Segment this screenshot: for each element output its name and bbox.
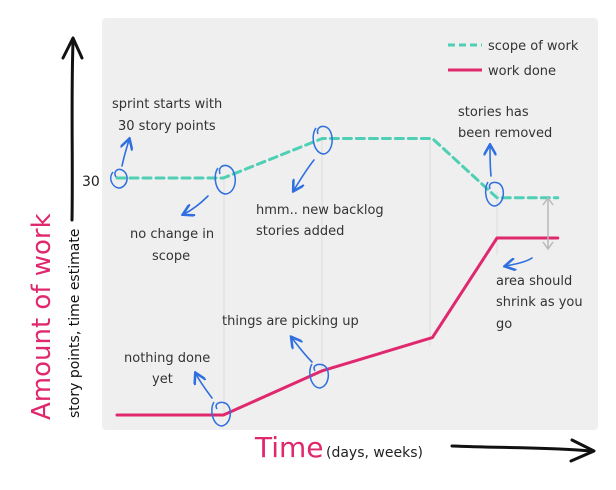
- annotation-new-backlog: hmm.. new backlog stories added: [256, 203, 388, 239]
- series-line-scope-of-work: [115, 137, 560, 200]
- annotation-line: things are picking up: [222, 314, 359, 329]
- annotation-no-change: no change in scope: [130, 227, 218, 264]
- annotation-line: scope: [152, 249, 190, 264]
- highlight-circle: [309, 363, 329, 389]
- annotation-arrow: [490, 146, 491, 177]
- annotation-area-shrink: area should shrink as you go: [496, 274, 587, 332]
- annotation-line: been removed: [458, 126, 552, 141]
- y-axis-label: Amount of work: [27, 213, 57, 420]
- highlight-circle: [211, 401, 231, 427]
- x-axis-label: Time: [254, 431, 324, 464]
- legend-label-done: work done: [488, 64, 556, 79]
- highlight-circle: [110, 168, 128, 189]
- annotation-line: 30 story points: [118, 119, 216, 134]
- highlight-circle: [312, 125, 333, 155]
- annotation-arrow: [196, 374, 213, 399]
- series-line-work-done: [115, 236, 560, 417]
- annotation-arrow: [292, 338, 313, 363]
- chart-marks: [115, 137, 560, 417]
- annotation-line: nothing done: [124, 351, 210, 366]
- annotation-line: sprint starts with: [112, 97, 222, 112]
- y-tick-label: 30: [82, 174, 100, 190]
- annotation-nothing-done: nothing done yet: [124, 351, 214, 387]
- legend-label-scope: scope of work: [488, 39, 579, 54]
- annotation-sprint-start: sprint starts with 30 story points: [112, 97, 226, 134]
- x-axis-arrow: [450, 438, 596, 463]
- x-axis-unit: (days, weeks): [326, 445, 423, 461]
- annotation-line: hmm.. new backlog: [256, 203, 384, 218]
- y-axis-sublabel: story points, time estimate: [67, 229, 83, 418]
- annotation-line: no change in: [130, 227, 214, 242]
- annotation-texts: sprint starts with 30 story points no ch…: [112, 97, 587, 387]
- annotation-line: area should: [496, 274, 572, 289]
- highlight-circle: [214, 164, 236, 195]
- annotation-circles: [110, 125, 504, 427]
- y-axis-subtitle: story points, time estimate: [67, 229, 83, 418]
- highlight-circle: [484, 181, 504, 207]
- annotation-arrow: [294, 159, 315, 190]
- annotation-arrows: [122, 140, 533, 399]
- y-axis-title: Amount of work: [27, 213, 57, 420]
- legend: scope of work work done: [448, 39, 579, 79]
- annotation-line: yet: [152, 372, 173, 387]
- annotation-arrow: [506, 257, 533, 266]
- annotation-line: stories has: [458, 105, 529, 120]
- y-axis-arrow: [61, 36, 84, 222]
- gap-indicator: [542, 196, 554, 251]
- annotation-line: go: [496, 317, 512, 332]
- annotation-picking-up: things are picking up: [222, 314, 359, 329]
- annotation-stories-removed: stories has been removed: [458, 105, 552, 141]
- annotation-arrow: [184, 195, 209, 214]
- plot-background: [102, 18, 598, 430]
- annotation-line: stories added: [256, 224, 344, 239]
- annotation-arrow: [122, 140, 129, 167]
- annotation-line: shrink as you: [496, 295, 583, 310]
- guide-lines: [223, 140, 498, 415]
